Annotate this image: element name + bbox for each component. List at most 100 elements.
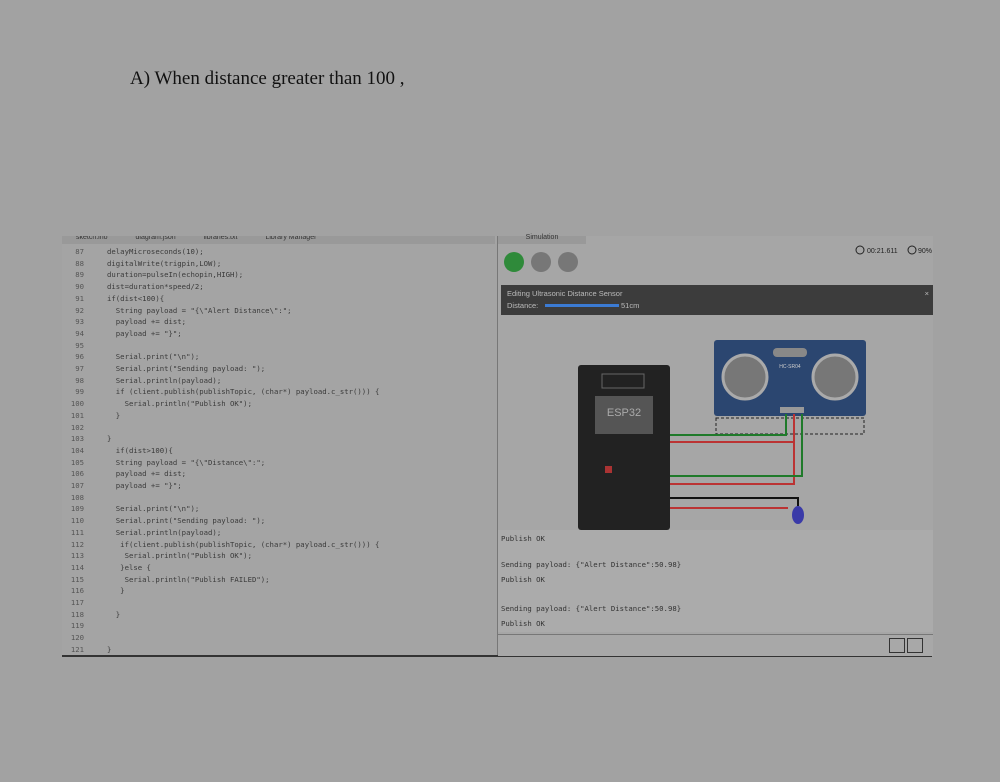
- line-number: 114: [70, 562, 84, 572]
- distance-label: Distance:: [507, 301, 539, 310]
- line-number: 92: [75, 305, 84, 315]
- line-number: 121: [70, 644, 84, 654]
- console-line: Publish OK: [501, 619, 545, 628]
- line-number: 111: [70, 527, 84, 537]
- plot-button[interactable]: [889, 638, 905, 653]
- editor-tabs: sketch.ino diagram.json libraries.txt Libra…: [62, 236, 495, 244]
- code-line: digitalWrite(trigpin,LOW);: [107, 258, 222, 268]
- led-onboard: [605, 466, 612, 473]
- line-number: 117: [70, 598, 84, 607]
- editor-tab[interactable]: Library Manager: [265, 236, 317, 241]
- timer: 00:21.611: [867, 248, 898, 255]
- line-number: 115: [70, 574, 84, 584]
- line-number: 103: [70, 434, 84, 444]
- console-line: Sending payload: {"Alert Distance":50.98…: [501, 560, 682, 569]
- code-line: Serial.print("\n");: [107, 352, 200, 362]
- line-number: 110: [70, 516, 84, 526]
- line-number: 118: [70, 609, 84, 619]
- code-line: String payload = "{\"Distance\":";: [107, 457, 266, 467]
- code-editor: 87 delayMicroseconds(10); 88 digitalWrite(t…: [62, 245, 495, 655]
- line-number: 90: [75, 282, 84, 292]
- line-number: 109: [70, 504, 84, 514]
- line-number: 104: [70, 445, 84, 455]
- console-toolbar: [498, 634, 933, 656]
- code-line: }: [107, 410, 121, 420]
- code-line: }else {: [107, 562, 151, 572]
- code-line: delayMicroseconds(10);: [107, 247, 204, 256]
- code-line: payload += dist;: [107, 317, 187, 327]
- distance-slider[interactable]: [545, 304, 619, 307]
- code-line: }: [107, 434, 112, 444]
- sim-canvas: 00:21.611 90% ESP32 HC-SR04: [504, 245, 932, 530]
- line-number: 102: [70, 422, 84, 432]
- editor-tab[interactable]: diagram.json: [135, 236, 176, 241]
- line-number: 88: [75, 258, 84, 268]
- editor-tab[interactable]: libraries.txt: [203, 236, 238, 241]
- code-line: Serial.println(payload);: [107, 527, 222, 537]
- code-line: if(client.publish(publishTopic, (char*) …: [107, 539, 380, 549]
- code-line: payload += "}";: [107, 481, 182, 490]
- code-line: }: [107, 586, 125, 596]
- console-line: Publish OK: [501, 575, 545, 584]
- restart-button[interactable]: [504, 252, 524, 272]
- panel-title: Editing Ultrasonic Distance Sensor: [507, 289, 623, 298]
- line-number: 93: [75, 317, 84, 327]
- code-line: payload += dist;: [107, 469, 187, 479]
- code-line: payload += "}";: [107, 328, 182, 338]
- heading: A) When distance greater than 100 ,: [130, 68, 405, 89]
- code-line: Serial.println("Publish OK");: [107, 551, 252, 561]
- screenshot: sketch.ino diagram.json libraries.txt Libra…: [62, 234, 933, 657]
- timer-icon: [855, 245, 865, 255]
- line-number: 106: [70, 469, 84, 479]
- antenna: [601, 373, 645, 389]
- transducer: [721, 353, 769, 401]
- chip-label: ESP32: [607, 407, 641, 419]
- code-line: Serial.println("Publish OK");: [107, 399, 252, 409]
- line-number: 98: [75, 375, 84, 385]
- code-line: }: [107, 644, 112, 654]
- serial-monitor: Publish OK Sending payload: {"Alert Dista…: [498, 530, 933, 632]
- crystal: [773, 348, 807, 357]
- wire: [670, 497, 799, 506]
- sensor-label: HC-SR04: [779, 364, 801, 370]
- led: [792, 506, 804, 524]
- line-number: 87: [75, 247, 84, 256]
- code-line: dist=duration*speed/2;: [107, 282, 204, 292]
- line-number: 97: [75, 364, 84, 373]
- sim-tab[interactable]: Simulation: [498, 234, 586, 244]
- line-number: 116: [70, 586, 84, 596]
- code-line: Serial.print("Sending payload: ");: [107, 364, 266, 373]
- pause-button[interactable]: [558, 252, 578, 272]
- stop-button[interactable]: [531, 252, 551, 272]
- code-line: duration=pulseIn(echopin,HIGH);: [107, 270, 244, 280]
- wire: [670, 414, 787, 436]
- editor-tab[interactable]: sketch.ino: [76, 236, 108, 241]
- code-line: Serial.print("\n");: [107, 504, 200, 514]
- console-line: Sending payload: {"Alert Distance":50.98…: [501, 604, 682, 613]
- attribute-panel: Editing Ultrasonic Distance Sensor Dista…: [501, 285, 933, 315]
- esp32-module: [595, 396, 653, 434]
- line-number: 105: [70, 457, 84, 467]
- pause-console-button[interactable]: [907, 638, 923, 653]
- console-line: Publish OK: [501, 534, 545, 543]
- close-button[interactable]: ×: [924, 289, 929, 298]
- line-number: 91: [75, 293, 84, 303]
- code-line: Serial.print("Sending payload: ");: [107, 516, 266, 526]
- line-number: 100: [70, 399, 84, 409]
- speed: 90%: [918, 248, 932, 255]
- line-number: 95: [75, 340, 84, 350]
- code-line: Serial.println("Publish FAILED");: [107, 574, 270, 584]
- line-number: 101: [70, 410, 84, 420]
- transducer: [811, 353, 859, 401]
- line-number: 108: [70, 492, 84, 502]
- speed-icon: [907, 245, 917, 255]
- line-number: 120: [70, 633, 84, 643]
- line-number: 112: [70, 539, 84, 549]
- distance-value: 51cm: [621, 301, 640, 310]
- selection: [715, 417, 865, 435]
- line-number: 99: [75, 387, 84, 397]
- sensor-pins: [780, 407, 804, 413]
- code-line: String payload = "{\"Alert Distance\":";: [107, 305, 292, 315]
- code-line: if(dist<100){: [107, 293, 165, 303]
